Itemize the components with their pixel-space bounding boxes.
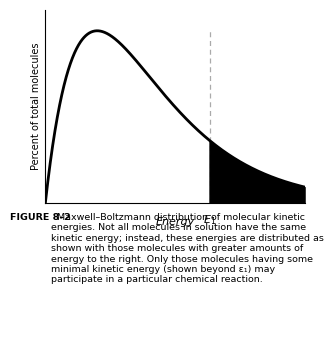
X-axis label: Energy: Energy — [155, 217, 195, 227]
Y-axis label: Percent of total molecules: Percent of total molecules — [31, 43, 41, 170]
Text: FIGURE 8–2: FIGURE 8–2 — [10, 213, 70, 222]
Text: $E_1$: $E_1$ — [203, 213, 216, 227]
Text: Maxwell–Boltzmann distribution of molecular kinetic energies. Not all molecules : Maxwell–Boltzmann distribution of molecu… — [51, 213, 323, 284]
